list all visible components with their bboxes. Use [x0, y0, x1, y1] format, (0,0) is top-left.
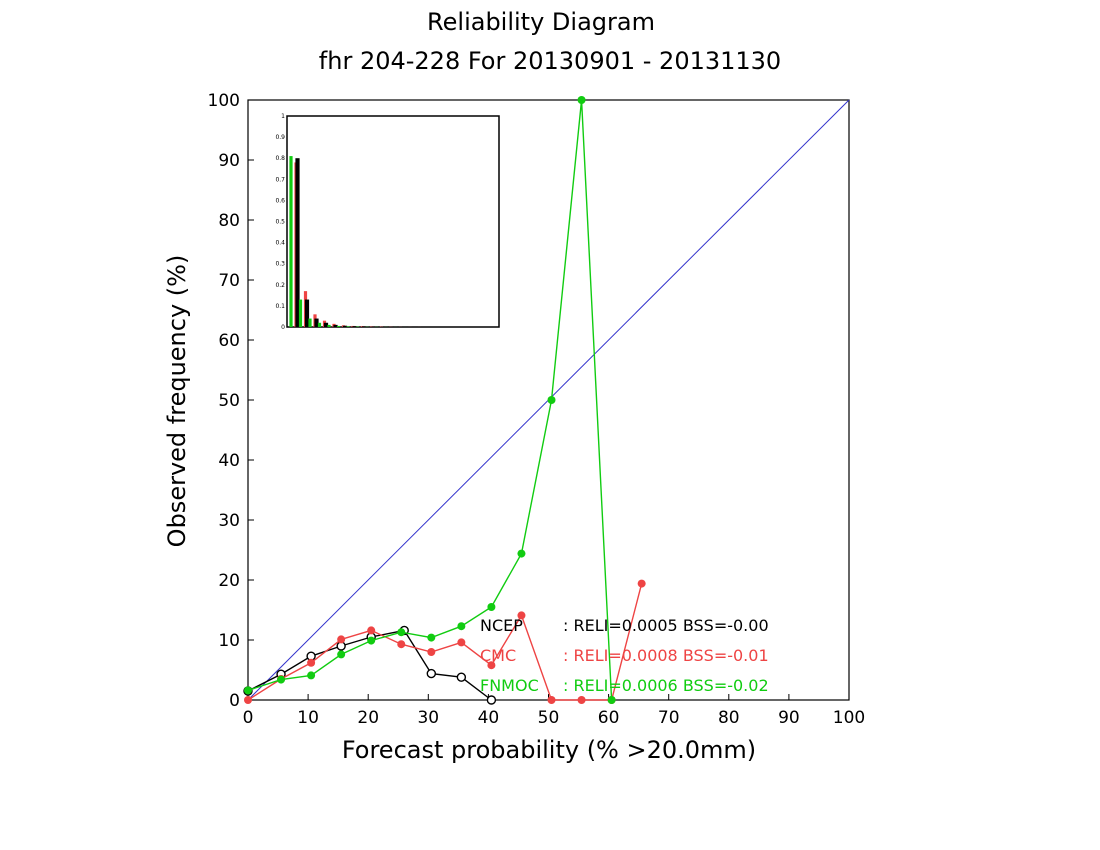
x-tick-label: 0 [243, 708, 254, 728]
data-point [337, 650, 346, 659]
data-point [337, 635, 346, 644]
inset-y-tick-label: 0.2 [275, 282, 285, 289]
inset-bar [352, 326, 357, 327]
inset-bar [333, 324, 338, 327]
inset-y-tick-label: 0.8 [275, 155, 285, 162]
y-tick-label: 0 [229, 691, 240, 711]
legend-series-name: NCEP [480, 616, 523, 635]
y-tick-label: 30 [218, 511, 240, 531]
legend-series-name: CMC [480, 646, 516, 665]
legend-stats: : RELI=0.0006 BSS=-0.02 [563, 676, 769, 695]
inset-y-tick-label: 0.9 [275, 134, 285, 141]
x-tick-label: 90 [778, 708, 800, 728]
inset-bar [317, 322, 322, 327]
data-point [397, 640, 406, 649]
data-point [456, 672, 467, 682]
data-point [486, 695, 497, 705]
data-point [397, 628, 406, 637]
data-point [307, 671, 316, 680]
data-point [277, 675, 286, 684]
legend-series-name: FNMOC [480, 676, 539, 695]
inset-bar [323, 322, 329, 327]
inset-bar [308, 318, 312, 327]
y-tick-label: 100 [208, 91, 240, 111]
data-point [517, 611, 526, 620]
data-point [547, 696, 556, 704]
inset-bar [289, 156, 293, 327]
inset-y-tick-label: 0.5 [275, 219, 285, 226]
x-tick-label: 70 [658, 708, 680, 728]
data-point [367, 636, 376, 645]
y-tick-label: 40 [218, 451, 240, 471]
x-tick-label: 10 [297, 708, 319, 728]
inset-y-tick-label: 0.4 [275, 240, 285, 247]
data-point [547, 396, 556, 404]
y-axis-label: Observed frequency (%) [163, 255, 191, 548]
data-point [487, 661, 496, 670]
data-point [426, 668, 437, 679]
inset-bar [327, 324, 331, 327]
data-point [607, 696, 616, 704]
data-point [307, 658, 316, 667]
x-tick-label: 50 [538, 708, 560, 728]
inset-bar [295, 158, 300, 327]
inset-y-tick-label: 1 [281, 113, 285, 120]
inset-bar [361, 326, 367, 327]
inset-bar [342, 325, 348, 327]
data-point [457, 638, 466, 647]
data-point [577, 96, 586, 104]
legend-stats: : RELI=0.0005 BSS=-0.00 [563, 616, 769, 635]
x-tick-label: 100 [833, 708, 865, 728]
inset-y-tick-label: 0.6 [275, 197, 285, 204]
inset-y-tick-label: 0.3 [275, 261, 285, 268]
data-point [487, 603, 496, 611]
y-tick-label: 90 [218, 151, 240, 171]
x-tick-label: 20 [357, 708, 379, 728]
series-line [247, 583, 643, 701]
x-tick-label: 30 [417, 708, 439, 728]
data-point [577, 696, 586, 704]
x-tick-label: 60 [598, 708, 620, 728]
data-point [427, 648, 436, 656]
y-tick-label: 60 [218, 331, 240, 351]
y-tick-label: 50 [218, 391, 240, 411]
legend-stats: : RELI=0.0008 BSS=-0.01 [563, 646, 769, 665]
inset-bar [314, 318, 319, 327]
y-tick-label: 80 [218, 211, 240, 231]
inset-y-tick-label: 0.1 [275, 303, 285, 310]
inset-bar [298, 299, 303, 327]
data-point [367, 626, 376, 635]
data-point [517, 549, 526, 558]
inset-y-tick-label: 0 [281, 324, 285, 331]
inset-y-tick-label: 0.7 [275, 176, 285, 183]
data-point [244, 696, 252, 704]
x-axis-label: Forecast probability (% >20.0mm) [342, 736, 756, 764]
y-tick-label: 10 [218, 631, 240, 651]
chart-title: Reliability Diagram [427, 8, 655, 36]
inset-bar [336, 325, 341, 327]
x-tick-label: 40 [478, 708, 500, 728]
inset-bar [304, 299, 310, 327]
y-tick-label: 20 [218, 571, 240, 591]
data-point [244, 686, 252, 695]
data-point [427, 633, 436, 642]
data-point [637, 579, 646, 588]
inset-frame [286, 115, 500, 328]
inset-bar [346, 326, 350, 327]
plot-area: 0 10 20 30 40 50 60 70 80 90 100010203040506070809… [208, 91, 866, 728]
x-tick-label: 80 [718, 708, 740, 728]
data-point [457, 622, 466, 631]
chart-subtitle: fhr 204-228 For 20130901 - 20131130 [319, 47, 781, 75]
y-tick-label: 70 [218, 271, 240, 291]
